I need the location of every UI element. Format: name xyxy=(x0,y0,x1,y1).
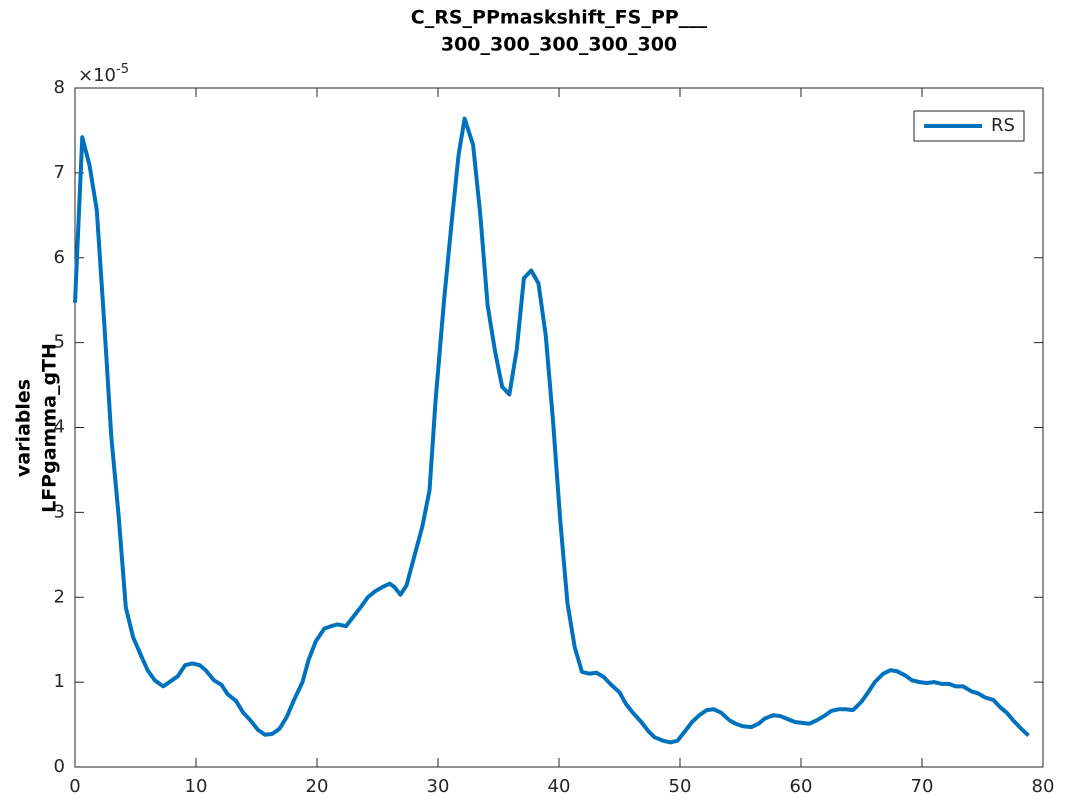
y-multiplier: ×10-5 xyxy=(78,62,129,87)
x-tick-label: 30 xyxy=(427,776,450,797)
y-axis-label: variables xyxy=(13,379,35,477)
x-tick-label: 70 xyxy=(911,776,934,797)
x-tick-label: 0 xyxy=(69,776,80,797)
y-tick-label: 1 xyxy=(54,671,65,692)
y-tick-label: 6 xyxy=(54,247,65,268)
y-multiplier-exponent: -5 xyxy=(116,62,129,77)
y-tick-label: 8 xyxy=(54,77,65,98)
y-tick-label: 2 xyxy=(54,586,65,607)
x-tick-label: 50 xyxy=(669,776,692,797)
chart-title: 300_300_300_300_300 xyxy=(441,34,677,56)
y-tick-label: 0 xyxy=(54,756,65,777)
x-tick-label: 80 xyxy=(1032,776,1055,797)
data-line xyxy=(73,116,1030,745)
x-tick-label: 10 xyxy=(185,776,208,797)
chart-title: C_RS_PPmaskshift_FS_PP___ xyxy=(411,7,708,29)
y-tick-label: 7 xyxy=(54,162,65,183)
y-tick-label: 5 xyxy=(54,332,65,353)
x-tick-label: 40 xyxy=(548,776,571,797)
y-tick-label: 3 xyxy=(54,501,65,522)
y-axis-label: LFPgamma_gTH xyxy=(39,343,61,513)
y-multiplier-base: ×10 xyxy=(78,65,116,86)
legend-label: RS xyxy=(991,115,1015,136)
x-tick-label: 20 xyxy=(306,776,329,797)
x-tick-label: 60 xyxy=(790,776,813,797)
y-tick-label: 4 xyxy=(54,417,65,438)
y-label-group: variables LFPgamma_gTH xyxy=(13,343,61,513)
